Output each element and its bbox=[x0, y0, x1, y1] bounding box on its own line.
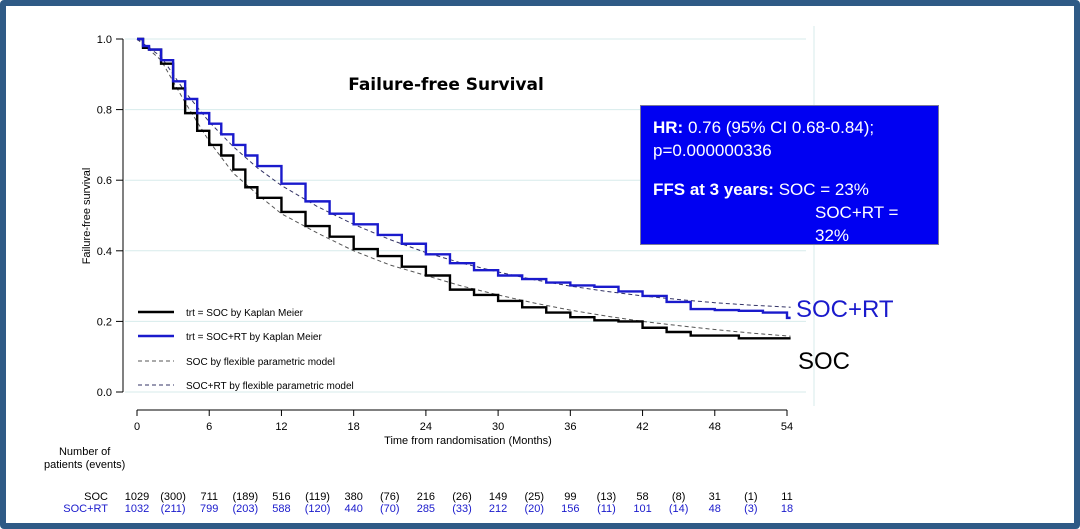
ffs-label: FFS at 3 years: bbox=[653, 180, 774, 199]
y-tick-label: 1.0 bbox=[97, 34, 112, 46]
risk-cell: (1) bbox=[744, 491, 758, 503]
x-tick-label: 54 bbox=[781, 421, 793, 433]
curves bbox=[136, 37, 791, 340]
risk-cell: (76) bbox=[379, 491, 400, 503]
risk-cell: 149 bbox=[488, 491, 508, 503]
x-tick-label: 18 bbox=[348, 421, 360, 433]
soc-curve-label: SOC bbox=[798, 348, 850, 375]
y-tick-label: 0.0 bbox=[97, 387, 112, 399]
risk-cell: 212 bbox=[488, 503, 508, 515]
risk-cell: (25) bbox=[524, 491, 544, 503]
y-tick-label: 0.6 bbox=[97, 175, 112, 187]
curve-soc-rt bbox=[137, 37, 791, 320]
risk-cell: 516 bbox=[272, 491, 291, 503]
grid-lines bbox=[125, 26, 815, 406]
hazard-ratio-box: HR: 0.76 (95% CI 0.68-0.84); p=0.0000003… bbox=[640, 105, 939, 245]
risk-title-line1: Number of bbox=[58, 446, 111, 458]
risk-cell: 285 bbox=[416, 503, 436, 515]
x-tick-label: 0 bbox=[134, 421, 140, 433]
x-tick-label: 24 bbox=[420, 421, 432, 433]
risk-cell: 799 bbox=[200, 503, 219, 515]
curve-soc bbox=[137, 37, 791, 340]
risk-cell: (189) bbox=[232, 491, 259, 503]
x-tick-label: 42 bbox=[636, 421, 648, 433]
risk-cell: 1029 bbox=[124, 491, 150, 503]
risk-cell: (211) bbox=[160, 503, 186, 515]
risk-row-soc-rt: SOC+RT 1032 (211) 799 (203) 588 (120) 440 (70) 28… bbox=[6, 503, 1074, 517]
p-value: p=0.000000336 bbox=[653, 141, 772, 160]
chart-title: Failure-free Survival bbox=[348, 75, 544, 95]
legend: trt = SOC by Kaplan Meier trt = SOC+RT by… bbox=[138, 308, 354, 392]
risk-cell: 711 bbox=[200, 491, 218, 503]
y-axis-title: Failure-free survival bbox=[81, 168, 93, 265]
risk-cell: 1032 bbox=[124, 503, 150, 515]
risk-cell: 58 bbox=[636, 491, 649, 503]
hr-label: HR: bbox=[653, 118, 684, 137]
ffs-line: FFS at 3 years: SOC = 23% bbox=[653, 178, 926, 201]
survival-chart: 0.0 0.2 0.4 0.6 0.8 1.0 0 6 12 18 24 30 36 42 48 54 Fai… bbox=[81, 26, 894, 447]
risk-cell: 440 bbox=[344, 503, 363, 515]
risk-cell: 48 bbox=[708, 503, 721, 515]
risk-cell: 101 bbox=[633, 503, 652, 515]
risk-cell: (70) bbox=[379, 503, 400, 515]
risk-cell: (300) bbox=[160, 491, 186, 503]
hr-line: HR: 0.76 (95% CI 0.68-0.84); bbox=[653, 116, 926, 139]
risk-cell: 31 bbox=[708, 491, 721, 503]
legend-label: SOC by flexible parametric model bbox=[186, 357, 335, 368]
risk-title-line2: patients (events) bbox=[44, 459, 126, 471]
risk-cell: 156 bbox=[561, 503, 580, 515]
risk-cell: (3) bbox=[744, 503, 758, 515]
risk-cell: 99 bbox=[564, 491, 577, 503]
risk-table-title: Number of patients (events) bbox=[44, 446, 125, 472]
risk-cell: (26) bbox=[452, 491, 472, 503]
x-tick-label: 36 bbox=[564, 421, 576, 433]
x-axis-title: Time from randomisation (Months) bbox=[384, 435, 552, 447]
risk-row-label: SOC bbox=[84, 491, 108, 503]
risk-cell: (20) bbox=[524, 503, 544, 515]
y-tick-label: 0.4 bbox=[97, 246, 112, 258]
axes: 0.0 0.2 0.4 0.6 0.8 1.0 0 6 12 18 24 30 36 42 48 54 bbox=[97, 34, 793, 433]
risk-cell: (13) bbox=[596, 491, 617, 503]
x-tick-label: 6 bbox=[206, 421, 212, 433]
risk-cell: (119) bbox=[305, 491, 330, 503]
y-tick-label: 0.8 bbox=[97, 105, 112, 117]
risk-cell: (33) bbox=[452, 503, 472, 515]
risk-cell: 588 bbox=[272, 503, 291, 515]
hr-value: 0.76 (95% CI 0.68-0.84); bbox=[687, 118, 875, 137]
x-tick-label: 48 bbox=[709, 421, 721, 433]
risk-cell: 380 bbox=[344, 491, 363, 503]
legend-label: SOC+RT by flexible parametric model bbox=[186, 381, 354, 392]
risk-cell: (11) bbox=[597, 503, 616, 515]
soc-rt-curve-label: SOC+RT bbox=[796, 296, 894, 323]
legend-label: trt = SOC by Kaplan Meier bbox=[186, 308, 304, 319]
risk-cell: (203) bbox=[232, 503, 259, 515]
x-tick-label: 12 bbox=[275, 421, 287, 433]
risk-cell: 11 bbox=[781, 491, 793, 503]
risk-row-label: SOC+RT bbox=[63, 503, 108, 515]
risk-cell: 216 bbox=[416, 491, 436, 503]
risk-row-soc: SOC 1029 (300) 711 (189) 516 (119) 380 (76) 216 (2… bbox=[6, 491, 1074, 505]
risk-cell: (14) bbox=[668, 503, 689, 515]
risk-cell: (8) bbox=[671, 491, 686, 503]
ffs-soc: SOC = 23% bbox=[778, 180, 869, 199]
risk-cell: (120) bbox=[304, 503, 331, 515]
y-tick-label: 0.2 bbox=[97, 316, 112, 328]
risk-cell: 18 bbox=[780, 503, 794, 515]
ffs-soc-rt: SOC+RT = 32% bbox=[815, 203, 899, 245]
x-tick-label: 30 bbox=[492, 421, 504, 433]
legend-label: trt = SOC+RT by Kaplan Meier bbox=[186, 332, 322, 343]
